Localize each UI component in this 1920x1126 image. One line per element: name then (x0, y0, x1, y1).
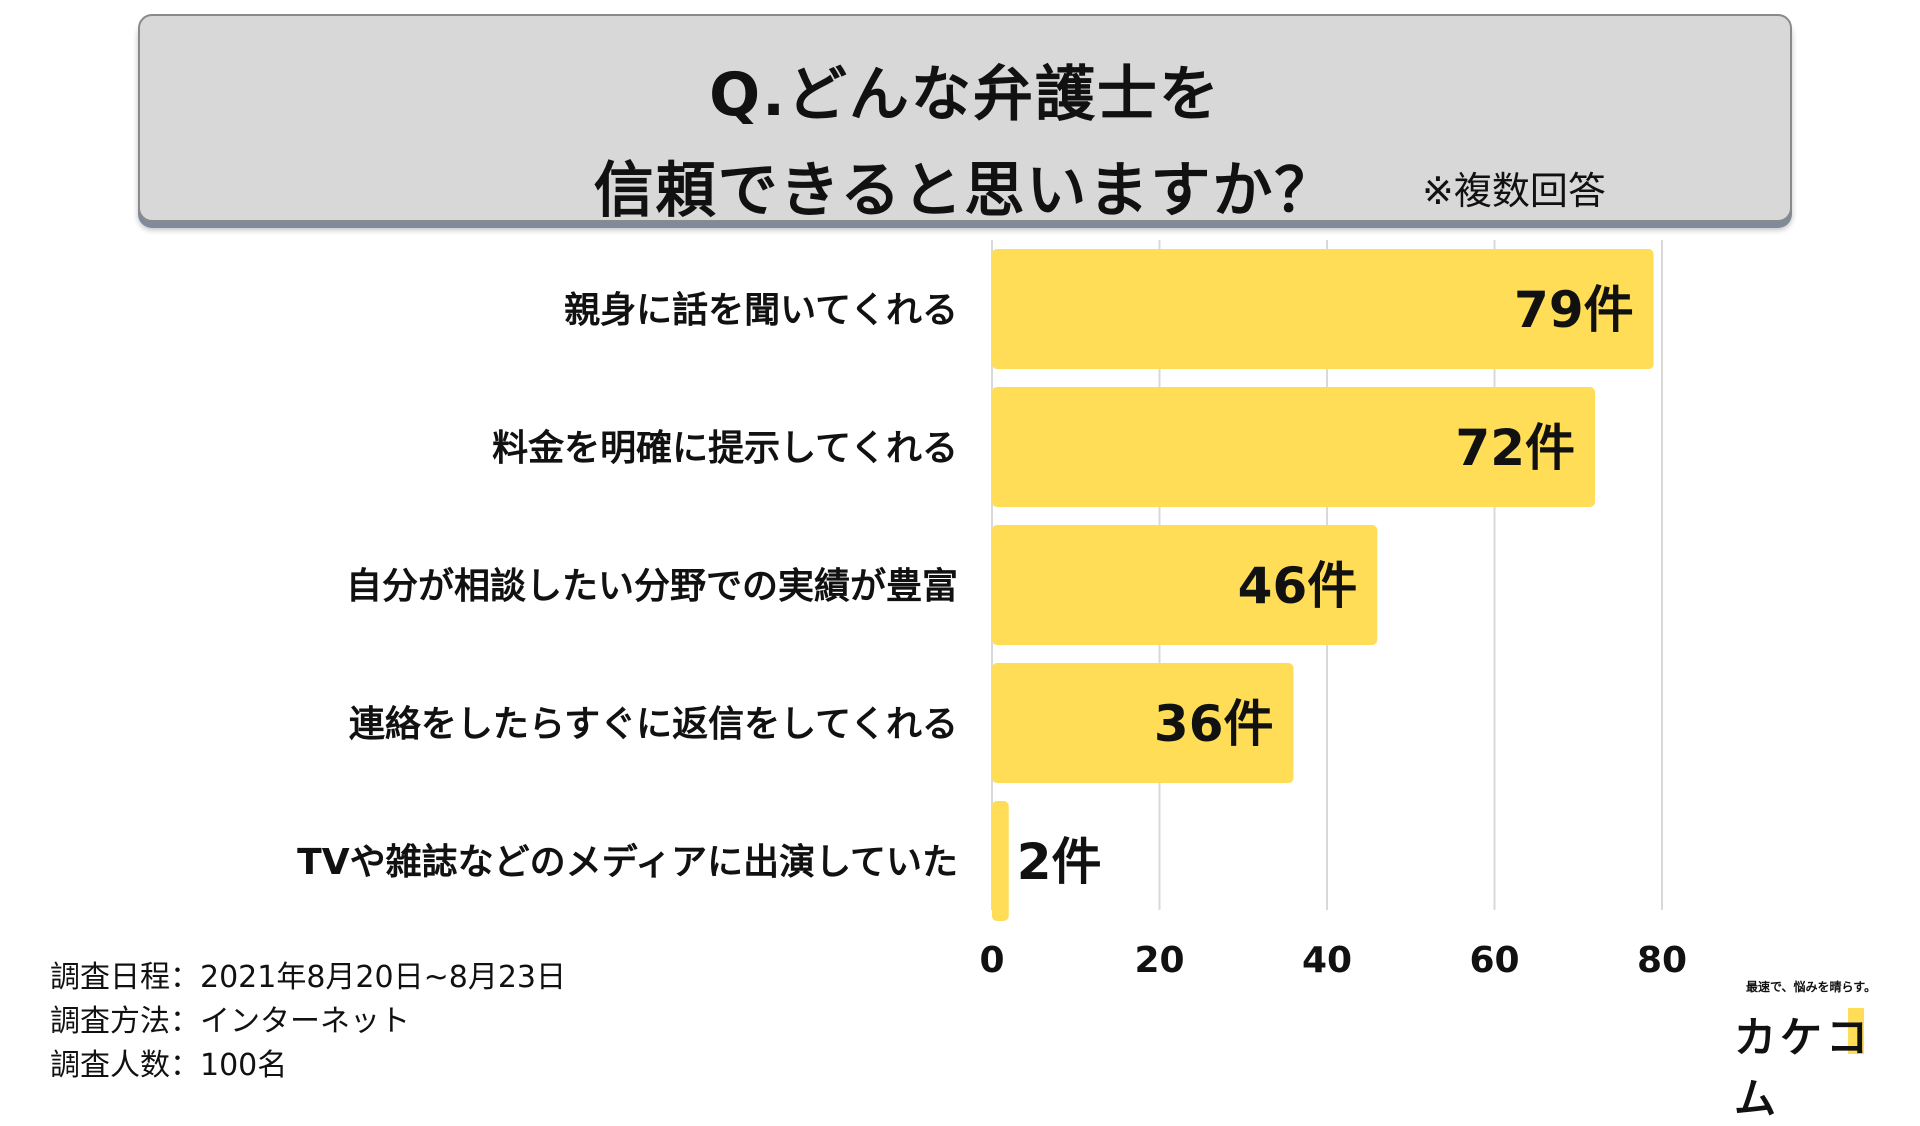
category-label: 自分が相談したい分野での実績が豊富 (346, 565, 958, 607)
value-label: 72件 (1455, 419, 1575, 477)
chart-title-line2: 信頼できると思いますか？ (593, 156, 1337, 226)
survey-count: 調査人数：100名 (50, 1048, 288, 1083)
value-label: 79件 (1514, 281, 1634, 339)
survey-date: 調査日程：2021年8月20日~8月23日 (50, 960, 567, 995)
logo-name: カケコム (1734, 1013, 1873, 1123)
title-box: Q.どんな弁護士を 信頼できると思いますか？ (138, 14, 1792, 226)
value-label: 36件 (1154, 695, 1274, 753)
x-tick-label: 20 (1134, 940, 1184, 981)
logo-tagline: 最速で、悩みを晴らす。 (1746, 980, 1877, 994)
bar (992, 249, 1654, 369)
multiple-answer-note: ※複数回答 (1422, 169, 1606, 213)
survey-method: 調査方法：インターネット (50, 1004, 410, 1039)
logo-accent-mark (1848, 1008, 1864, 1054)
x-tick-label: 80 (1637, 940, 1687, 981)
bar (992, 801, 1009, 921)
category-label: 連絡をしたらすぐに返信をしてくれる (349, 704, 958, 745)
bar (992, 525, 1378, 645)
category-label: TVや雑誌などのメディアに出演していた (297, 841, 958, 883)
x-tick-label: 60 (1469, 940, 1519, 981)
bar (992, 387, 1595, 507)
category-label: 料金を明確に提示してくれる (492, 427, 958, 469)
value-label: 46件 (1238, 557, 1358, 615)
bar (992, 663, 1294, 783)
value-label: 2件 (1017, 833, 1102, 891)
x-tick-label: 0 (979, 940, 1004, 981)
category-label: 親身に話を聞いてくれる (564, 290, 958, 331)
chart-title-line1: Q.どんな弁護士を (709, 60, 1221, 130)
brand-logo: 最速で、悩みを晴らす。 カケコム (1726, 968, 1902, 1123)
x-tick-label: 40 (1302, 940, 1352, 981)
